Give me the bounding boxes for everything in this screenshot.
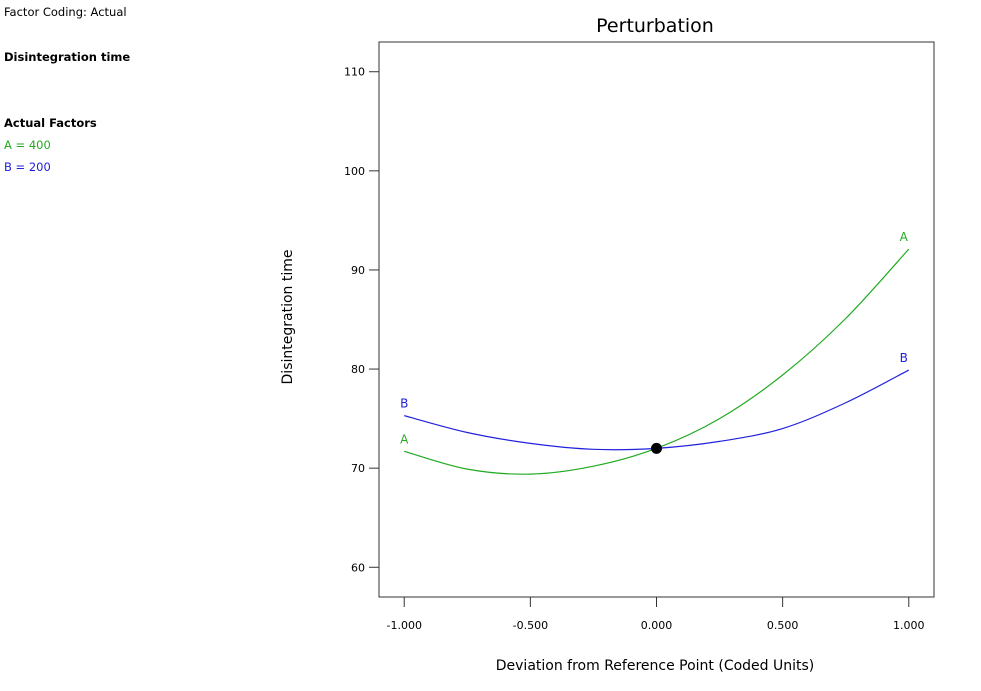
reference-point-marker	[651, 442, 662, 454]
y-axis: 60 70 80 90 100 110	[344, 66, 379, 574]
series-line-a	[404, 248, 910, 475]
y-axis-title: Disintegration time	[280, 250, 296, 385]
series-layer: A A B B	[400, 230, 910, 475]
y-tick-label: 60	[351, 561, 365, 574]
y-tick-label: 80	[351, 363, 365, 376]
factor-b-value: B = 200	[4, 160, 51, 174]
x-axis-title: Deviation from Reference Point (Coded Un…	[496, 658, 815, 674]
series-label-a-start: A	[400, 432, 409, 446]
y-tick-label: 100	[344, 165, 365, 178]
chart-title: Perturbation	[596, 15, 714, 37]
x-axis: -1.000 -0.500 0.000 0.500 1.000	[386, 597, 925, 632]
series-label-a-end: A	[900, 230, 909, 244]
x-tick-label: 0.500	[767, 619, 799, 632]
factor-a-value: A = 400	[4, 138, 51, 152]
factor-coding-label: Factor Coding: Actual	[4, 5, 127, 19]
series-line-b	[404, 369, 910, 451]
x-tick-label: -0.500	[513, 619, 548, 632]
y-tick-label: 90	[351, 264, 365, 277]
x-tick-label: -1.000	[386, 619, 421, 632]
response-name: Disintegration time	[4, 50, 131, 64]
actual-factors-header: Actual Factors	[4, 116, 97, 130]
y-tick-label: 70	[351, 462, 365, 475]
y-tick-label: 110	[344, 66, 365, 79]
series-label-b-end: B	[900, 351, 908, 365]
series-label-b-start: B	[400, 397, 408, 411]
x-tick-label: 1.000	[893, 619, 925, 632]
x-tick-label: 0.000	[641, 619, 673, 632]
plot-frame	[378, 41, 935, 598]
